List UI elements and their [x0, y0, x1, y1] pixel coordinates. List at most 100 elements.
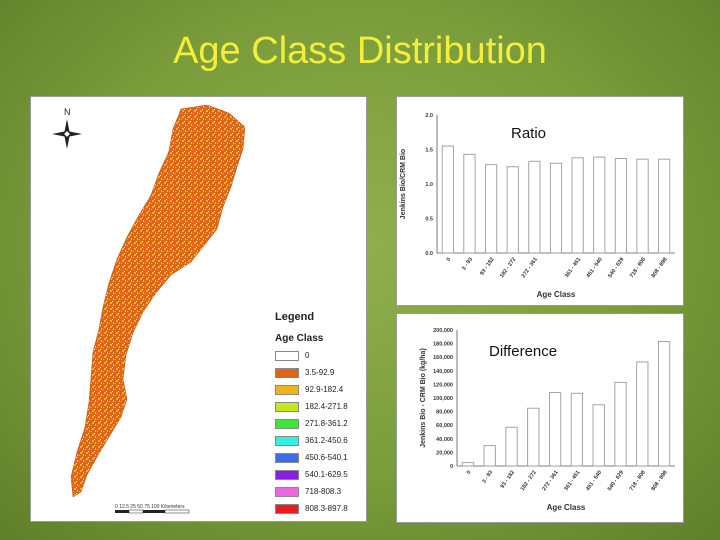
- bar: [441, 145, 454, 254]
- legend-title: Legend: [275, 311, 315, 323]
- bar: [505, 426, 518, 467]
- x-tick-label: 451 - 540: [586, 257, 604, 279]
- difference-label: Difference: [489, 343, 558, 360]
- x-tick-label: 272 - 361: [541, 470, 559, 492]
- x-tick-label: 3 - 93: [481, 470, 494, 485]
- x-tick-label: 540 - 629: [607, 470, 625, 492]
- legend-item: 540.1-629.5: [275, 468, 348, 481]
- y-tick-label: 120,000: [433, 382, 453, 388]
- scale-ticks: 0 12.5 25 50 75 100: [115, 504, 160, 510]
- scale-unit: Kilometers: [160, 504, 185, 510]
- x-axis-title: Age Class: [537, 290, 576, 299]
- legend-swatch: [275, 418, 299, 429]
- bar: [636, 158, 649, 254]
- age-class-map: N Legend Age Class 0 3.5-92.9 92.9-182.4 18…: [30, 96, 367, 522]
- bar: [527, 407, 540, 467]
- y-tick-label: 0: [450, 464, 453, 470]
- legend-item: 0: [275, 349, 309, 362]
- x-tick-label: 361 - 451: [563, 470, 581, 492]
- legend-swatch: [275, 350, 299, 361]
- x-tick-label: 93 - 182: [500, 470, 516, 490]
- legend-item: 3.5-92.9: [275, 366, 334, 379]
- legend-label: 182.4-271.8: [305, 402, 348, 411]
- x-tick-label: 361 - 451: [564, 257, 582, 279]
- bar: [461, 462, 475, 467]
- x-tick-label: 0: [466, 470, 473, 476]
- y-tick-label: 20,000: [436, 450, 453, 456]
- legend-item: 92.9-182.4: [275, 383, 343, 396]
- legend-label: 3.5-92.9: [305, 368, 335, 377]
- legend-swatch: [275, 452, 299, 463]
- y-axis-title: Jenkins Bio/CRM Bio: [400, 149, 407, 219]
- difference-chart: 0 20,000 40,000 60,000 80,000 100,000 120,000 1…: [396, 313, 684, 523]
- bar: [463, 153, 476, 254]
- legend-item: 182.4-271.8: [275, 400, 348, 413]
- legend-swatch: [275, 486, 299, 497]
- bar: [528, 160, 541, 254]
- ratio-chart: 0.0 0.5 1.0 1.5 2.0 0 3 - 93 93 - 182 182 - 272 2…: [396, 96, 684, 306]
- y-tick-label: 0.5: [425, 217, 433, 223]
- north-label: N: [64, 107, 71, 117]
- legend-label: 540.1-629.5: [305, 470, 348, 479]
- y-tick-label: 140,000: [433, 369, 453, 375]
- legend-swatch: [275, 469, 299, 480]
- legend-item: 361.2-450.6: [275, 434, 348, 447]
- difference-chart-svg: 0 20,000 40,000 60,000 80,000 100,000 120,000 1…: [420, 328, 675, 512]
- north-arrow-icon: N: [52, 107, 82, 149]
- bar: [636, 361, 649, 467]
- x-tick-label: 808 - 898: [650, 470, 668, 492]
- y-tick-label: 200,000: [433, 328, 453, 334]
- legend-swatch: [275, 367, 299, 378]
- slide-title: Age Class Distribution: [173, 30, 547, 72]
- x-tick-label: 540 - 629: [607, 257, 625, 279]
- legend-item: 808.3-897.8: [275, 502, 348, 515]
- x-tick-label: 3 - 93: [461, 257, 474, 272]
- legend-item: 271.8-361.2: [275, 417, 348, 430]
- y-tick-label: 40,000: [436, 437, 453, 443]
- bar: [570, 392, 584, 467]
- legend-label: 808.3-897.8: [305, 504, 348, 513]
- x-tick-label: 182 - 272: [520, 470, 538, 492]
- y-tick-label: 1.5: [425, 148, 433, 154]
- y-tick-label: 160,000: [433, 355, 453, 361]
- legend-label: 0: [305, 351, 310, 360]
- legend-label: 361.2-450.6: [305, 436, 348, 445]
- legend-label: 450.6-540.1: [305, 453, 348, 462]
- bar: [485, 164, 498, 254]
- y-tick-label: 0.0: [425, 251, 433, 257]
- legend-swatch: [275, 384, 299, 395]
- bar: [548, 392, 562, 467]
- x-tick-label: 718 - 808: [629, 470, 647, 492]
- legend-swatch: [275, 503, 299, 514]
- bar: [593, 156, 606, 254]
- y-axis-title: Jenkins Bio - CRM Bio (kg/ha): [420, 348, 427, 448]
- y-tick-label: 60,000: [436, 423, 453, 429]
- scale-bar: [115, 509, 190, 514]
- legend-item: 718-808.3: [275, 485, 341, 498]
- legend-label: 92.9-182.4: [305, 385, 344, 394]
- y-tick-label: 1.0: [425, 182, 433, 188]
- y-tick-label: 180,000: [433, 342, 453, 348]
- x-axis-title: Age Class: [547, 503, 586, 512]
- map-image: N: [52, 104, 246, 514]
- legend-subtitle: Age Class: [275, 333, 324, 344]
- legend-swatch: [275, 401, 299, 412]
- x-tick-label: 93 - 182: [479, 257, 495, 277]
- bar: [657, 341, 671, 467]
- x-tick-label: 718 - 808: [629, 257, 647, 279]
- y-tick-label: 80,000: [436, 410, 453, 416]
- bar: [592, 404, 605, 467]
- legend-label: 271.8-361.2: [305, 419, 348, 428]
- bar: [658, 158, 671, 254]
- y-tick-label: 100,000: [433, 396, 453, 402]
- x-tick-label: 808 - 898: [651, 257, 669, 279]
- bar: [506, 166, 519, 254]
- bar: [571, 157, 584, 254]
- x-tick-label: 0: [446, 257, 453, 263]
- x-tick-label: 451 - 540: [585, 470, 603, 492]
- legend-swatch: [275, 435, 299, 446]
- bar: [614, 158, 627, 254]
- scale-labels: 0 12.5 25 50 75 100 Kilometers: [115, 504, 185, 510]
- peninsula-shape: [70, 104, 246, 498]
- x-tick-label: 182 - 272: [499, 257, 517, 279]
